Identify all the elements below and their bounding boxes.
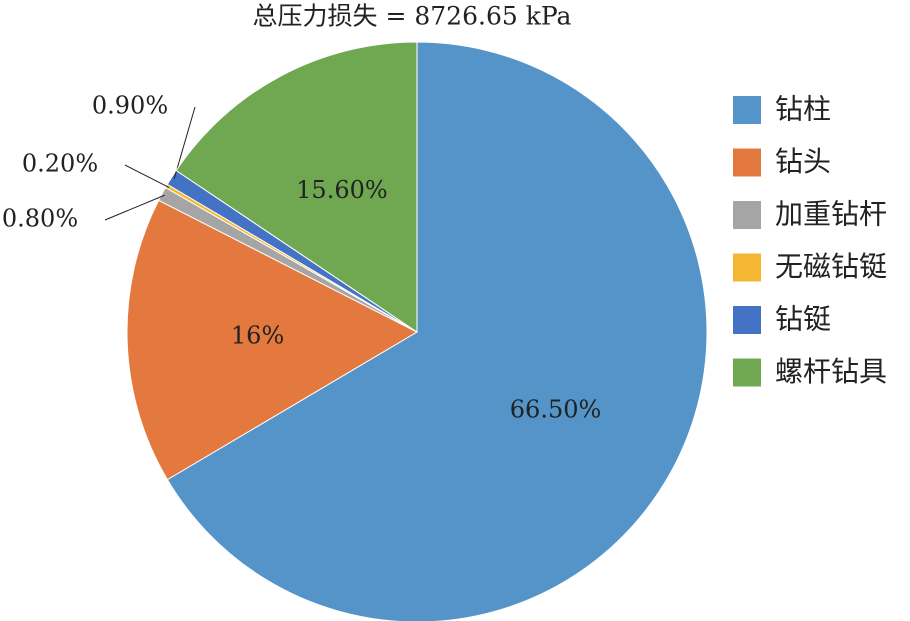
legend-swatch <box>733 96 761 124</box>
leader-line <box>124 164 170 188</box>
pie-slice <box>166 41 708 621</box>
legend-label: 钻柱 <box>775 93 831 126</box>
data-label: 66.50% <box>510 396 602 424</box>
leader-line <box>173 106 196 180</box>
data-label: 15.60% <box>296 176 388 204</box>
pie-slice <box>126 199 419 481</box>
legend-label: 钻铤 <box>775 303 831 336</box>
legend-swatch <box>733 306 761 334</box>
leader-line <box>104 194 165 221</box>
chart-title: 总压力损失 = 8726.65 kPa <box>253 2 572 31</box>
data-label: 0.80% <box>2 205 78 233</box>
data-label: 0.20% <box>22 150 98 178</box>
pie-slice <box>175 41 418 333</box>
data-label: 16% <box>231 322 284 350</box>
legend-label: 钻头 <box>775 145 831 178</box>
legend-label: 螺杆钻具 <box>775 355 887 388</box>
legend-label: 加重钻杆 <box>775 198 887 231</box>
legend-swatch <box>733 148 761 177</box>
legend-label: 无磁钻铤 <box>775 250 887 283</box>
legend-swatch <box>733 253 761 282</box>
legend-swatch <box>733 201 761 229</box>
legend-swatch <box>733 358 761 387</box>
data-label: 0.90% <box>92 92 168 120</box>
